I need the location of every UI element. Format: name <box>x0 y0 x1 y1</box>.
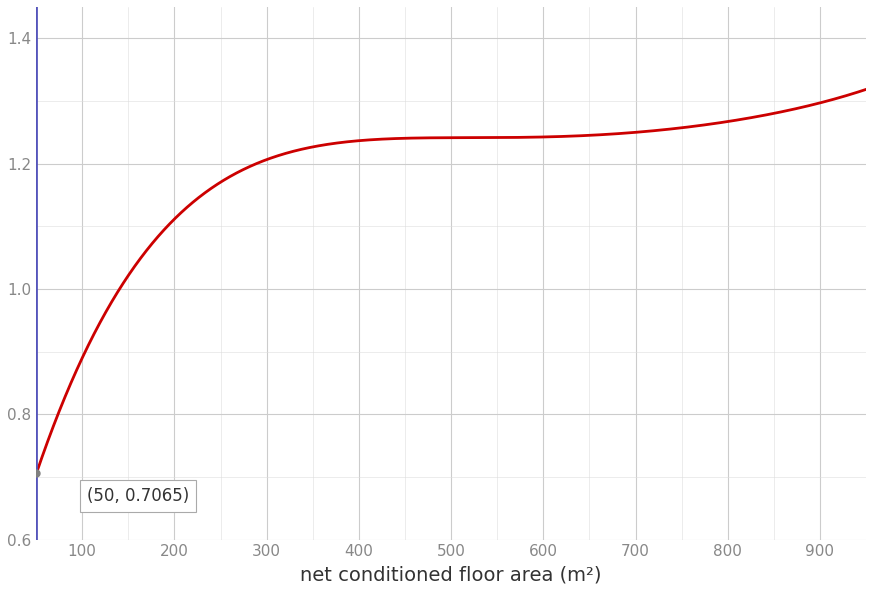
Text: (50, 0.7065): (50, 0.7065) <box>86 487 189 505</box>
X-axis label: net conditioned floor area (m²): net conditioned floor area (m²) <box>300 565 601 584</box>
